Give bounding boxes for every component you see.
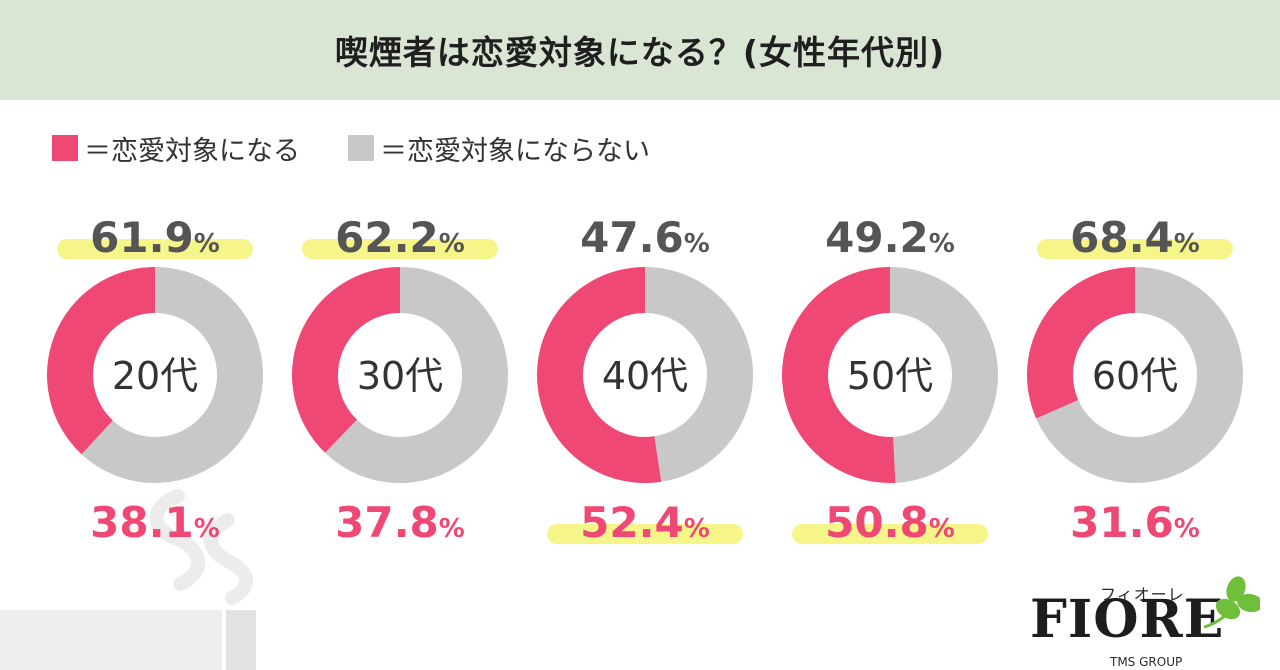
chart-title: 喫煙者は恋愛対象になる？(女性年代別) (334, 33, 946, 72)
value-label-negative-30代-highlight (302, 239, 498, 259)
value-label-negative-60代-highlight (1037, 239, 1233, 259)
value-label-positive-50代: 50.8% (825, 498, 955, 547)
clover-leaf-icon (1203, 576, 1260, 629)
legend-label-negative: ＝恋愛対象にならない (380, 135, 650, 167)
logo-subtext: TMS GROUP (1110, 655, 1183, 669)
title-banner: 喫煙者は恋愛対象になる？(女性年代別) (0, 0, 1280, 100)
slice-positive-50代 (781, 267, 896, 484)
value-label-positive-40代: 52.4% (580, 498, 710, 547)
donut-center-label: 50代 (847, 354, 933, 398)
fiore-logo: フィオーレ FIORE TMS GROUP (1030, 575, 1260, 670)
donut-center-label: 40代 (602, 354, 688, 398)
slice-negative-40代 (645, 267, 753, 482)
slice-negative-60代 (1036, 267, 1243, 483)
legend-swatch-negative (348, 135, 374, 161)
legend-item-positive: ＝恋愛対象になる (52, 129, 300, 168)
value-label-negative-40代: 47.6% (580, 213, 710, 262)
donut-50代: 50代 (781, 267, 998, 484)
legend-swatch-positive (52, 135, 78, 161)
slice-positive-30代 (292, 267, 400, 453)
donut-20代: 20代 (46, 267, 263, 483)
donut-center-label: 60代 (1092, 354, 1178, 398)
value-label-negative-20代-highlight (57, 239, 253, 259)
slice-positive-20代 (46, 267, 155, 455)
donut-center-label: 20代 (112, 354, 198, 398)
donut-60代: 60代 (1027, 267, 1243, 483)
donut-40代: 40代 (536, 267, 753, 484)
value-label-positive-20代: 38.1% (90, 498, 220, 547)
value-label-positive-30代: 37.8% (335, 498, 465, 547)
donut-30代: 30代 (292, 267, 509, 483)
slice-negative-50代 (890, 267, 998, 483)
logo-kana: フィオーレ (1100, 585, 1185, 604)
value-label-positive-40代-highlight (547, 524, 743, 544)
value-label-positive-60代: 31.6% (1070, 498, 1200, 547)
value-label-negative-20代: 61.9% (90, 213, 220, 262)
value-label-negative-50代: 49.2% (825, 213, 955, 262)
legend-item-negative: ＝恋愛対象にならない (348, 129, 650, 168)
value-label-positive-50代-highlight (792, 524, 988, 544)
slice-negative-30代 (325, 267, 509, 483)
logo-wordmark: FIORE (1030, 589, 1225, 650)
donut-center-label: 30代 (357, 354, 443, 398)
slice-positive-40代 (536, 267, 662, 484)
slice-negative-20代 (81, 267, 263, 483)
slice-positive-60代 (1027, 267, 1135, 419)
legend: ＝恋愛対象になる ＝恋愛対象にならない (52, 128, 698, 168)
cigarette-smoke-icon (0, 489, 256, 670)
legend-label-positive: ＝恋愛対象になる (84, 135, 300, 167)
value-label-negative-60代: 68.4% (1070, 213, 1200, 262)
value-label-negative-30代: 62.2% (335, 213, 465, 262)
